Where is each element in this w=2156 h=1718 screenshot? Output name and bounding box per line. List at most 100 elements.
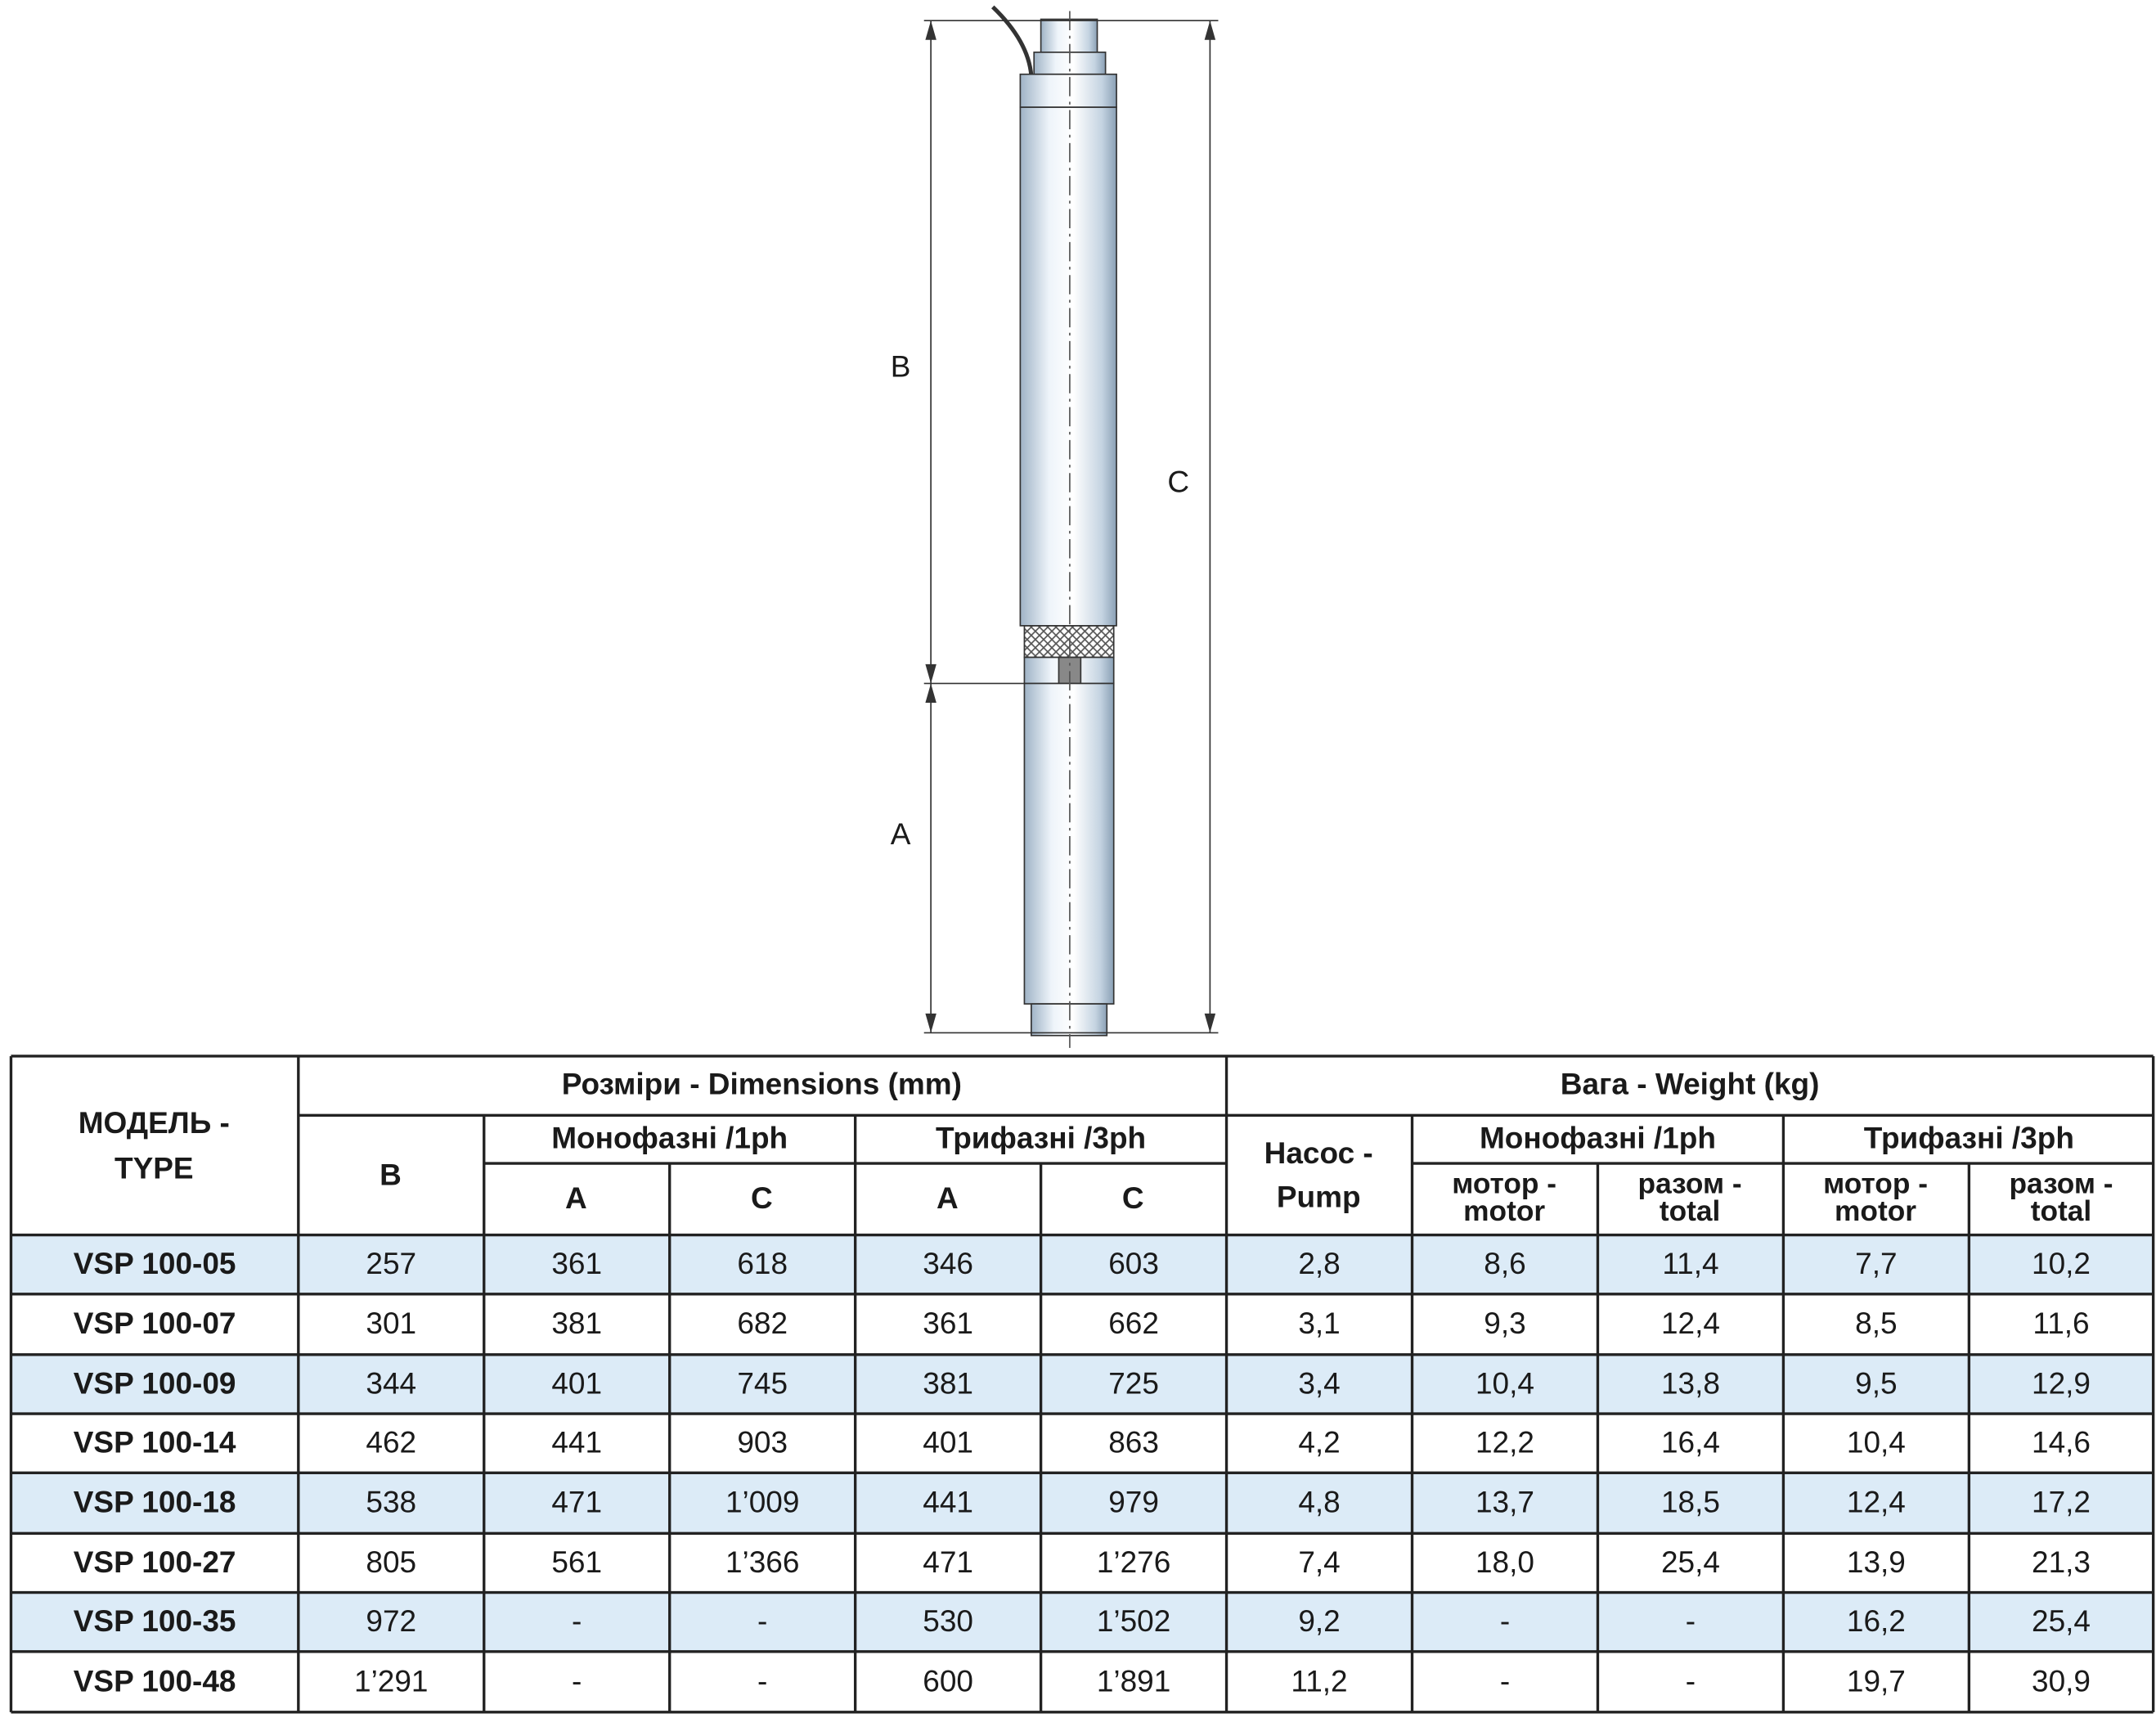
cell: 1’502: [1097, 1604, 1170, 1638]
header: мотор -: [1452, 1167, 1556, 1199]
cell: 603: [1108, 1247, 1159, 1280]
cell: 618: [737, 1247, 788, 1280]
row-bg: [11, 1354, 2154, 1414]
header: C: [751, 1181, 773, 1215]
cell: 1’009: [725, 1486, 799, 1519]
header: motor: [1835, 1195, 1916, 1227]
model-cell: VSP 100-05: [74, 1247, 236, 1280]
cell: 25,4: [2032, 1604, 2091, 1638]
cell: -: [572, 1664, 582, 1698]
cell: 361: [551, 1247, 602, 1280]
dim-label: A: [891, 817, 911, 851]
header: Насос -: [1264, 1136, 1373, 1170]
header: TYPE: [115, 1151, 194, 1185]
header: A: [937, 1181, 959, 1215]
header: Вага - Weight (kg): [1561, 1068, 1820, 1101]
cell: 9,5: [1855, 1366, 1897, 1400]
cell: -: [757, 1604, 767, 1638]
cell: 10,2: [2032, 1247, 2091, 1280]
header: Трифазні /3ph: [936, 1121, 1146, 1154]
cell: 863: [1108, 1426, 1159, 1459]
model-cell: VSP 100-07: [74, 1306, 236, 1340]
cell: 538: [366, 1486, 416, 1519]
cell: 11,2: [1291, 1664, 1347, 1698]
cell: -: [1500, 1604, 1510, 1638]
cell: 662: [1108, 1306, 1159, 1340]
cell: 471: [923, 1545, 973, 1579]
cell: 13,8: [1661, 1366, 1720, 1400]
cell: 1’291: [354, 1664, 428, 1698]
cell: 12,4: [1661, 1306, 1720, 1340]
row-bg: [11, 1473, 2154, 1534]
cell: -: [572, 1604, 582, 1638]
model-cell: VSP 100-14: [74, 1426, 236, 1459]
cell: 7,4: [1298, 1545, 1340, 1579]
cell: 471: [551, 1486, 602, 1519]
row-bg: [11, 1592, 2154, 1652]
cell: 13,9: [1847, 1545, 1906, 1579]
pump-drawing: [991, 5, 1117, 1048]
cell: 8,5: [1855, 1306, 1897, 1340]
cell: 12,9: [2032, 1366, 2091, 1400]
cell: 530: [923, 1604, 973, 1638]
cell: 725: [1108, 1366, 1159, 1400]
cell: 11,4: [1662, 1247, 1718, 1280]
cell: 10,4: [1476, 1366, 1534, 1400]
cell: 16,4: [1661, 1426, 1720, 1459]
table: VSP 100-05 257 361 618 346 603 2,8 8,6 11,4 7,7 10…: [9, 1055, 2155, 1714]
header: B: [380, 1158, 402, 1192]
cell: 4,2: [1298, 1426, 1340, 1459]
cell: 4,8: [1298, 1486, 1340, 1519]
header: total: [2031, 1195, 2092, 1227]
model-cell: VSP 100-18: [74, 1486, 236, 1519]
header: Розміри - Dimensions (mm): [562, 1068, 962, 1101]
header: Монофазні /1ph: [551, 1121, 788, 1154]
cell: 401: [551, 1366, 602, 1400]
cell: 9,2: [1298, 1604, 1340, 1638]
cell: 1’891: [1097, 1664, 1170, 1698]
cell: 12,4: [1847, 1486, 1906, 1519]
header: A: [565, 1181, 587, 1215]
cell: 441: [923, 1486, 973, 1519]
model-cell: VSP 100-09: [74, 1366, 236, 1400]
cell: -: [757, 1664, 767, 1698]
header: разом -: [2009, 1167, 2113, 1199]
cell: 682: [737, 1306, 788, 1340]
model-cell: VSP 100-35: [74, 1604, 236, 1638]
cell: 979: [1108, 1486, 1159, 1519]
header: Трифазні /3ph: [1864, 1121, 2074, 1154]
cell: 8,6: [1484, 1247, 1525, 1280]
cell: 745: [737, 1366, 788, 1400]
cell: 12,2: [1476, 1426, 1534, 1459]
cell: 7,7: [1855, 1247, 1897, 1280]
cell: 16,2: [1847, 1604, 1906, 1638]
cell: 903: [737, 1426, 788, 1459]
cell: 257: [366, 1247, 416, 1280]
cell: 344: [366, 1366, 416, 1400]
cell: 30,9: [2032, 1664, 2091, 1698]
header: мотор -: [1823, 1167, 1928, 1199]
dim-label: B: [891, 349, 911, 383]
cell: 346: [923, 1247, 973, 1280]
cell: 9,3: [1484, 1306, 1525, 1340]
cell: 361: [923, 1306, 973, 1340]
cell: 3,4: [1298, 1366, 1340, 1400]
header: Pump: [1277, 1181, 1361, 1214]
row-bg: [11, 1235, 2154, 1294]
cell: 2,8: [1298, 1247, 1340, 1280]
header: total: [1660, 1195, 1721, 1227]
cell: 3,1: [1298, 1306, 1340, 1340]
header: разом -: [1638, 1167, 1742, 1199]
cell: 10,4: [1847, 1426, 1906, 1459]
cell: -: [1686, 1604, 1696, 1638]
cell: 1’366: [725, 1545, 799, 1579]
cell: 401: [923, 1426, 973, 1459]
cell: 13,7: [1476, 1486, 1534, 1519]
cell: -: [1500, 1664, 1510, 1698]
cell: 381: [923, 1366, 973, 1400]
header: C: [1122, 1181, 1144, 1215]
cell: 1’276: [1097, 1545, 1170, 1579]
cell: -: [1686, 1664, 1696, 1698]
